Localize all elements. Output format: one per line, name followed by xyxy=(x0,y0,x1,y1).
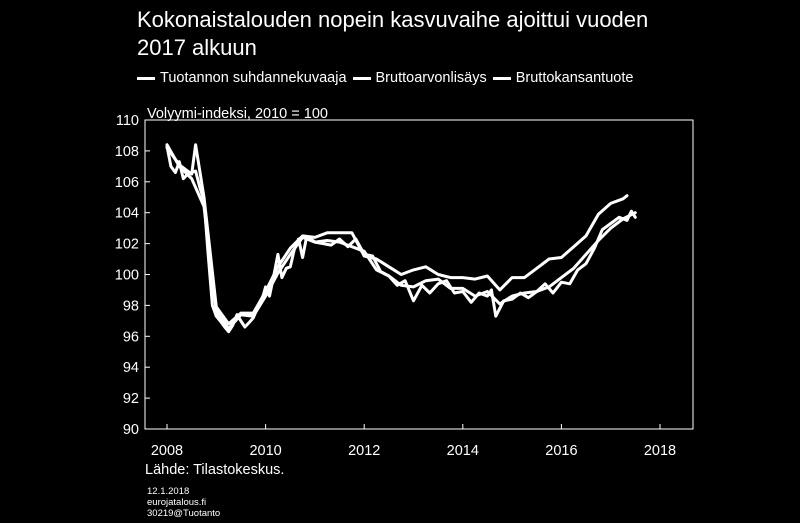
y-tick-label: 106 xyxy=(115,175,139,191)
plot-frame xyxy=(144,119,694,430)
series-line-tuotannon-suhdannekuvaaja xyxy=(165,144,637,334)
y-tick-label: 110 xyxy=(116,113,139,129)
footer-code: 30219@Tuotanto xyxy=(147,508,221,519)
y-tick-label: 92 xyxy=(123,391,139,407)
y-tick-label: 108 xyxy=(115,144,139,160)
chart-title-line1: Kokonaistalouden nopein kasvuvaihe ajoit… xyxy=(137,7,649,32)
footer: 12.1.2018 eurojatalous.fi 30219@Tuotanto xyxy=(147,486,220,519)
footer-date: 12.1.2018 xyxy=(147,486,190,497)
y-tick-label: 104 xyxy=(115,206,139,222)
legend-item-bkt: Bruttokansantuote xyxy=(492,70,634,86)
legend-item-tuotannon: Tuotannon suhdannekuvaaja xyxy=(137,70,347,86)
y-tick-label: 94 xyxy=(123,360,139,376)
chart-title-line2: 2017 alkuun xyxy=(137,35,257,60)
legend: Tuotannon suhdannekuvaaja Bruttoarvonlis… xyxy=(137,68,639,88)
x-tick-label: 2010 xyxy=(249,443,281,459)
legend-swatch-tuotannon xyxy=(137,76,155,80)
x-tick-label: 2014 xyxy=(447,443,479,459)
legend-label-bruttoarvonlisays: Bruttoarvonlisäys xyxy=(375,70,487,86)
x-tick-label: 2016 xyxy=(545,443,577,459)
x-tick-label: 2008 xyxy=(151,443,183,459)
legend-item-bruttoarvonlisays: Bruttoarvonlisäys xyxy=(352,70,487,86)
legend-label-bkt: Bruttokansantuote xyxy=(515,70,634,86)
y-tick-label: 98 xyxy=(123,298,139,314)
x-axis: 2008 2010 2012 2014 2016 2018 xyxy=(151,424,676,459)
legend-label-tuotannon: Tuotannon suhdannekuvaaja xyxy=(160,70,347,86)
legend-swatch-bruttoarvonlisays xyxy=(352,76,371,80)
x-tick-label: 2012 xyxy=(348,443,380,459)
x-tick-label: 2018 xyxy=(644,443,676,459)
y-tick-label: 100 xyxy=(115,268,139,284)
series-line-bruttoarvonlisays xyxy=(165,143,637,331)
source-note: Lähde: Tilastokeskus. xyxy=(145,462,285,478)
y-tick-label: 102 xyxy=(115,237,139,253)
series-line-bruttokansantuote xyxy=(165,143,629,326)
y-tick-label: 96 xyxy=(123,329,139,345)
y-axis-unit-label: Volyymi-indeksi, 2010 = 100 xyxy=(147,106,328,122)
legend-swatch-bkt xyxy=(492,76,511,80)
chart-title: Kokonaistalouden nopein kasvuvaihe ajoit… xyxy=(137,6,777,62)
y-tick-label: 90 xyxy=(123,422,139,438)
footer-site: eurojatalous.fi xyxy=(147,497,207,508)
y-axis: 90 92 94 96 98 100 102 104 106 108 110 xyxy=(115,113,150,438)
series-lines xyxy=(165,143,637,334)
